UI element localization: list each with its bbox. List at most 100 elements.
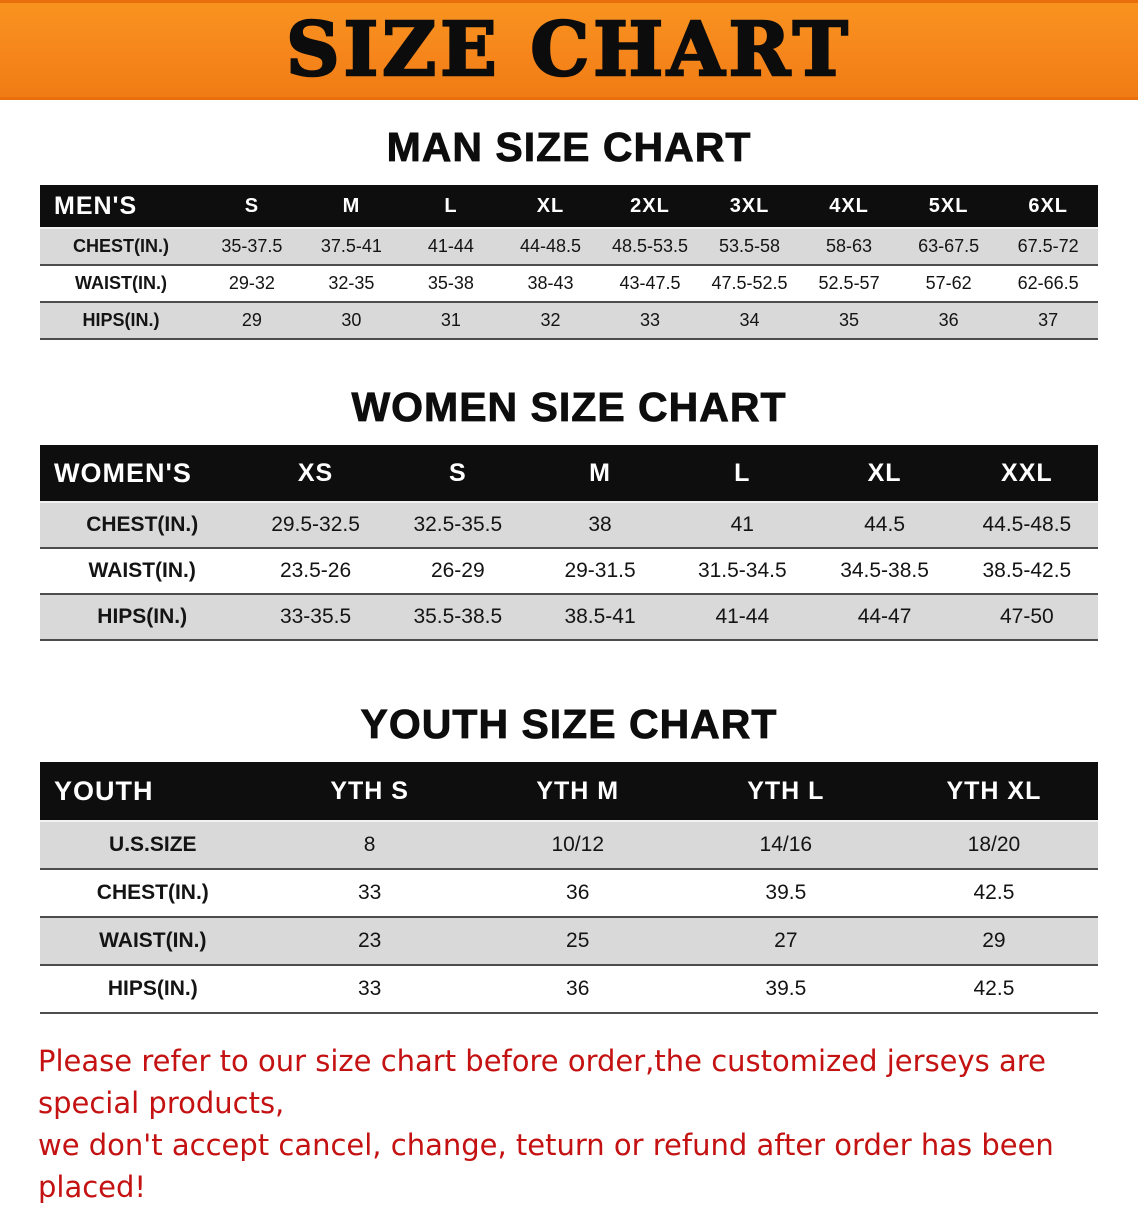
size-value: 8 — [265, 821, 474, 869]
size-value: 43-47.5 — [600, 265, 700, 302]
size-value: 33 — [265, 965, 474, 1013]
table-row: WAIST(IN.) 23.5-26 26-29 29-31.5 31.5-34.5 34… — [40, 548, 1098, 594]
size-value: 18/20 — [889, 821, 1098, 869]
youth-size-table: YOUTH YTH S YTH M YTH L YTH XL U.S.SIZE 8 10/1… — [40, 762, 1098, 1014]
table-corner-label: YOUTH — [40, 762, 266, 821]
measurement-row-label: HIPS(IN.) — [40, 965, 266, 1013]
order-policy-note: Please refer to our size chart before or… — [38, 1040, 1100, 1208]
size-value: 48.5-53.5 — [600, 228, 700, 265]
youth-table-header-row: YOUTH YTH S YTH M YTH L YTH XL — [40, 762, 1098, 821]
size-value: 35 — [799, 302, 899, 339]
size-column-header: S — [202, 185, 302, 228]
size-value: 36 — [473, 965, 682, 1013]
size-value: 67.5-72 — [998, 228, 1098, 265]
size-column-header: 6XL — [998, 185, 1098, 228]
size-value: 32-35 — [301, 265, 402, 302]
table-row: U.S.SIZE 8 10/12 14/16 18/20 — [40, 821, 1098, 869]
table-row: CHEST(IN.) 29.5-32.5 32.5-35.5 38 41 44.5 44.5… — [40, 502, 1098, 548]
size-value: 62-66.5 — [998, 265, 1098, 302]
table-corner-label: WOMEN'S — [40, 445, 245, 502]
size-value: 44-48.5 — [500, 228, 601, 265]
order-policy-line-1: Please refer to our size chart before or… — [38, 1044, 1046, 1121]
size-column-header: YTH XL — [889, 762, 1098, 821]
size-value: 29-32 — [202, 265, 302, 302]
size-value: 53.5-58 — [699, 228, 800, 265]
order-policy-line-2: we don't accept cancel, change, teturn o… — [38, 1128, 1054, 1205]
size-column-header: M — [528, 445, 672, 502]
size-column-header: 3XL — [699, 185, 800, 228]
size-value: 41-44 — [671, 594, 814, 640]
women-size-chart-heading: WOMEN SIZE CHART — [351, 384, 787, 431]
size-column-header: L — [401, 185, 501, 228]
size-value: 57-62 — [898, 265, 999, 302]
size-value: 38 — [528, 502, 672, 548]
size-value: 31.5-34.5 — [671, 548, 814, 594]
size-value: 35.5-38.5 — [386, 594, 529, 640]
size-value: 33-35.5 — [244, 594, 387, 640]
size-chart-banner: SIZE CHART — [0, 0, 1138, 100]
measurement-row-label: WAIST(IN.) — [40, 917, 266, 965]
size-value: 39.5 — [681, 965, 890, 1013]
size-value: 34.5-38.5 — [813, 548, 956, 594]
size-column-header: S — [386, 445, 529, 502]
measurement-row-label: HIPS(IN.) — [40, 302, 203, 339]
table-corner-label: MEN'S — [40, 185, 203, 228]
size-value: 30 — [301, 302, 402, 339]
size-value: 14/16 — [681, 821, 890, 869]
youth-size-chart-heading: YOUTH SIZE CHART — [360, 701, 778, 748]
size-value: 32 — [500, 302, 601, 339]
table-row: WAIST(IN.) 23 25 27 29 — [40, 917, 1098, 965]
size-value: 44.5 — [813, 502, 956, 548]
size-column-header: YTH M — [473, 762, 682, 821]
size-chart-title: SIZE CHART — [285, 7, 852, 93]
measurement-row-label: WAIST(IN.) — [40, 548, 245, 594]
size-value: 36 — [898, 302, 999, 339]
size-value: 38-43 — [500, 265, 601, 302]
size-value: 42.5 — [889, 965, 1098, 1013]
size-column-header: 4XL — [799, 185, 899, 228]
size-value: 10/12 — [473, 821, 682, 869]
size-column-header: L — [671, 445, 814, 502]
size-value: 29.5-32.5 — [244, 502, 387, 548]
size-value: 23 — [265, 917, 474, 965]
measurement-row-label: U.S.SIZE — [40, 821, 266, 869]
size-column-header: YTH L — [681, 762, 890, 821]
size-column-header: XL — [500, 185, 601, 228]
size-value: 44-47 — [813, 594, 956, 640]
size-column-header: 2XL — [600, 185, 700, 228]
measurement-row-label: CHEST(IN.) — [40, 228, 203, 265]
table-row: HIPS(IN.) 29 30 31 32 33 34 35 36 37 — [40, 302, 1098, 339]
size-value: 58-63 — [799, 228, 899, 265]
mens-table-header-row: MEN'S S M L XL 2XL 3XL 4XL 5XL 6XL — [40, 185, 1098, 228]
size-column-header: XXL — [955, 445, 1098, 502]
size-value: 39.5 — [681, 869, 890, 917]
size-value: 36 — [473, 869, 682, 917]
size-value: 41-44 — [401, 228, 501, 265]
mens-size-table: MEN'S S M L XL 2XL 3XL 4XL 5XL 6XL CHEST(IN.) 35-3… — [40, 185, 1098, 340]
size-value: 29 — [889, 917, 1098, 965]
size-value: 27 — [681, 917, 890, 965]
measurement-row-label: CHEST(IN.) — [40, 869, 266, 917]
size-value: 35-38 — [401, 265, 501, 302]
womens-table-header-row: WOMEN'S XS S M L XL XXL — [40, 445, 1098, 502]
size-value: 37.5-41 — [301, 228, 402, 265]
size-value: 23.5-26 — [244, 548, 387, 594]
size-value: 34 — [699, 302, 800, 339]
size-column-header: XS — [244, 445, 387, 502]
table-row: CHEST(IN.) 33 36 39.5 42.5 — [40, 869, 1098, 917]
measurement-row-label: WAIST(IN.) — [40, 265, 203, 302]
table-row: CHEST(IN.) 35-37.5 37.5-41 41-44 44-48.5 48.5… — [40, 228, 1098, 265]
size-value: 33 — [600, 302, 700, 339]
table-row: HIPS(IN.) 33-35.5 35.5-38.5 38.5-41 41-44 44-… — [40, 594, 1098, 640]
size-value: 35-37.5 — [202, 228, 302, 265]
measurement-row-label: HIPS(IN.) — [40, 594, 245, 640]
size-column-header: YTH S — [265, 762, 474, 821]
size-column-header: 5XL — [898, 185, 999, 228]
size-value: 25 — [473, 917, 682, 965]
size-value: 37 — [998, 302, 1098, 339]
size-value: 44.5-48.5 — [955, 502, 1098, 548]
size-value: 47-50 — [955, 594, 1098, 640]
size-value: 52.5-57 — [799, 265, 899, 302]
size-column-header: M — [301, 185, 402, 228]
size-value: 29 — [202, 302, 302, 339]
